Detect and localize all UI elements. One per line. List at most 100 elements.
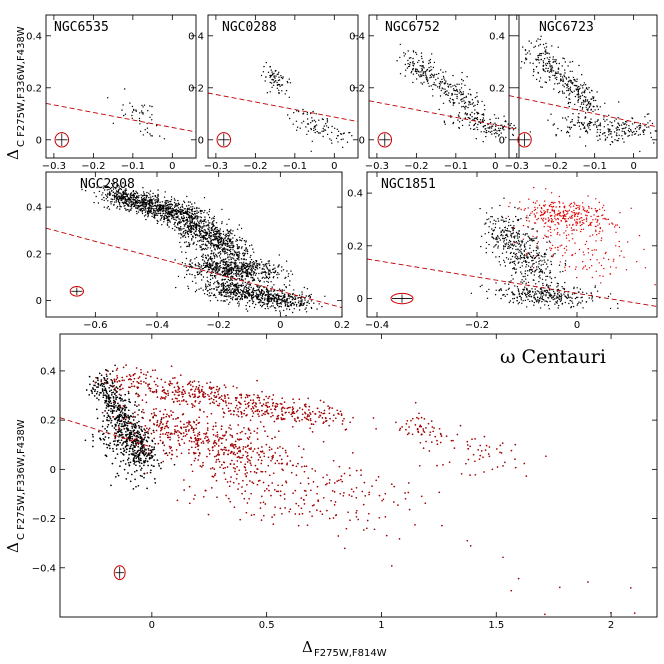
- data-point: [238, 251, 240, 253]
- data-point: [340, 133, 343, 135]
- data-point: [302, 120, 305, 123]
- data-point: [417, 70, 419, 73]
- data-point: [514, 264, 516, 266]
- data-point: [281, 266, 283, 268]
- data-point: [623, 141, 625, 143]
- data-point: [190, 206, 192, 208]
- data-point: [580, 128, 582, 130]
- data-point: [525, 217, 527, 219]
- data-point: [485, 212, 488, 214]
- data-point: [533, 296, 535, 299]
- data-point: [174, 225, 176, 227]
- data-point: [107, 205, 110, 208]
- data-point: [430, 69, 433, 71]
- data-point: [235, 253, 237, 255]
- data-point: [584, 130, 587, 133]
- data-point: [576, 212, 578, 214]
- data-point: [118, 186, 120, 188]
- data-point: [607, 295, 610, 298]
- data-point: [526, 233, 528, 235]
- y-tick-label: 0.4: [26, 31, 42, 42]
- data-point: [515, 253, 518, 255]
- data-point: [607, 128, 609, 130]
- data-point: [434, 73, 436, 76]
- data-point: [540, 52, 542, 55]
- x-tick-label: −0.1: [283, 161, 307, 172]
- data-point: [241, 275, 243, 277]
- data-point: [270, 298, 272, 301]
- data-point: [532, 62, 534, 65]
- scatter-points: [396, 43, 517, 143]
- data-point: [203, 226, 205, 228]
- data-point: [207, 260, 209, 262]
- data-point: [546, 249, 548, 251]
- data-point: [149, 205, 152, 207]
- data-point: [141, 204, 143, 206]
- data-point: [541, 295, 543, 297]
- data-point: [642, 131, 645, 134]
- data-point: [195, 215, 197, 217]
- data-point: [158, 210, 160, 212]
- data-point: [291, 273, 294, 275]
- data-point: [191, 266, 193, 268]
- data-point: [164, 200, 167, 202]
- data-point: [520, 248, 522, 250]
- data-point: [145, 210, 147, 212]
- data-point: [579, 106, 581, 108]
- data-point: [209, 278, 212, 281]
- data-point: [150, 135, 152, 137]
- data-point: [216, 236, 218, 239]
- data-point: [307, 301, 309, 303]
- data-point: [518, 243, 520, 245]
- data-point: [638, 128, 640, 130]
- data-point: [206, 270, 209, 273]
- data-point: [580, 103, 583, 105]
- data-point: [487, 123, 489, 126]
- data-point: [112, 188, 115, 190]
- data-point: [507, 235, 509, 238]
- data-point: [571, 91, 574, 94]
- data-point: [225, 252, 227, 254]
- data-point: [507, 243, 509, 246]
- data-point: [512, 133, 514, 136]
- data-point: [206, 265, 208, 268]
- data-point: [192, 206, 194, 208]
- data-point: [231, 291, 233, 294]
- data-point: [264, 80, 266, 82]
- data-point: [152, 192, 154, 195]
- data-point: [155, 204, 157, 207]
- data-point: [198, 230, 200, 232]
- data-point: [230, 232, 232, 234]
- data-point: [153, 205, 156, 207]
- data-point: [188, 207, 190, 209]
- data-point: [211, 227, 213, 229]
- data-point: [267, 301, 270, 303]
- data-point: [404, 53, 407, 55]
- data-point: [266, 280, 268, 283]
- data-point: [494, 122, 496, 124]
- data-point: [575, 85, 577, 87]
- data-point: [525, 58, 528, 60]
- data-point: [215, 286, 217, 288]
- data-point: [476, 113, 479, 115]
- data-point: [221, 237, 224, 239]
- data-point: [227, 274, 229, 276]
- data-point: [506, 228, 509, 230]
- data-point: [243, 272, 245, 274]
- data-point: [240, 240, 243, 242]
- data-point: [235, 265, 237, 267]
- data-point: [130, 192, 133, 194]
- data-point: [200, 239, 202, 241]
- data-point: [223, 239, 225, 241]
- data-point: [259, 304, 262, 306]
- data-point: [299, 305, 302, 307]
- data-point: [553, 88, 555, 90]
- data-point: [310, 112, 312, 115]
- data-point: [292, 123, 294, 125]
- data-point: [530, 255, 532, 257]
- data-point: [218, 244, 220, 246]
- data-point: [512, 129, 515, 131]
- data-point: [524, 286, 526, 288]
- data-point: [271, 286, 273, 288]
